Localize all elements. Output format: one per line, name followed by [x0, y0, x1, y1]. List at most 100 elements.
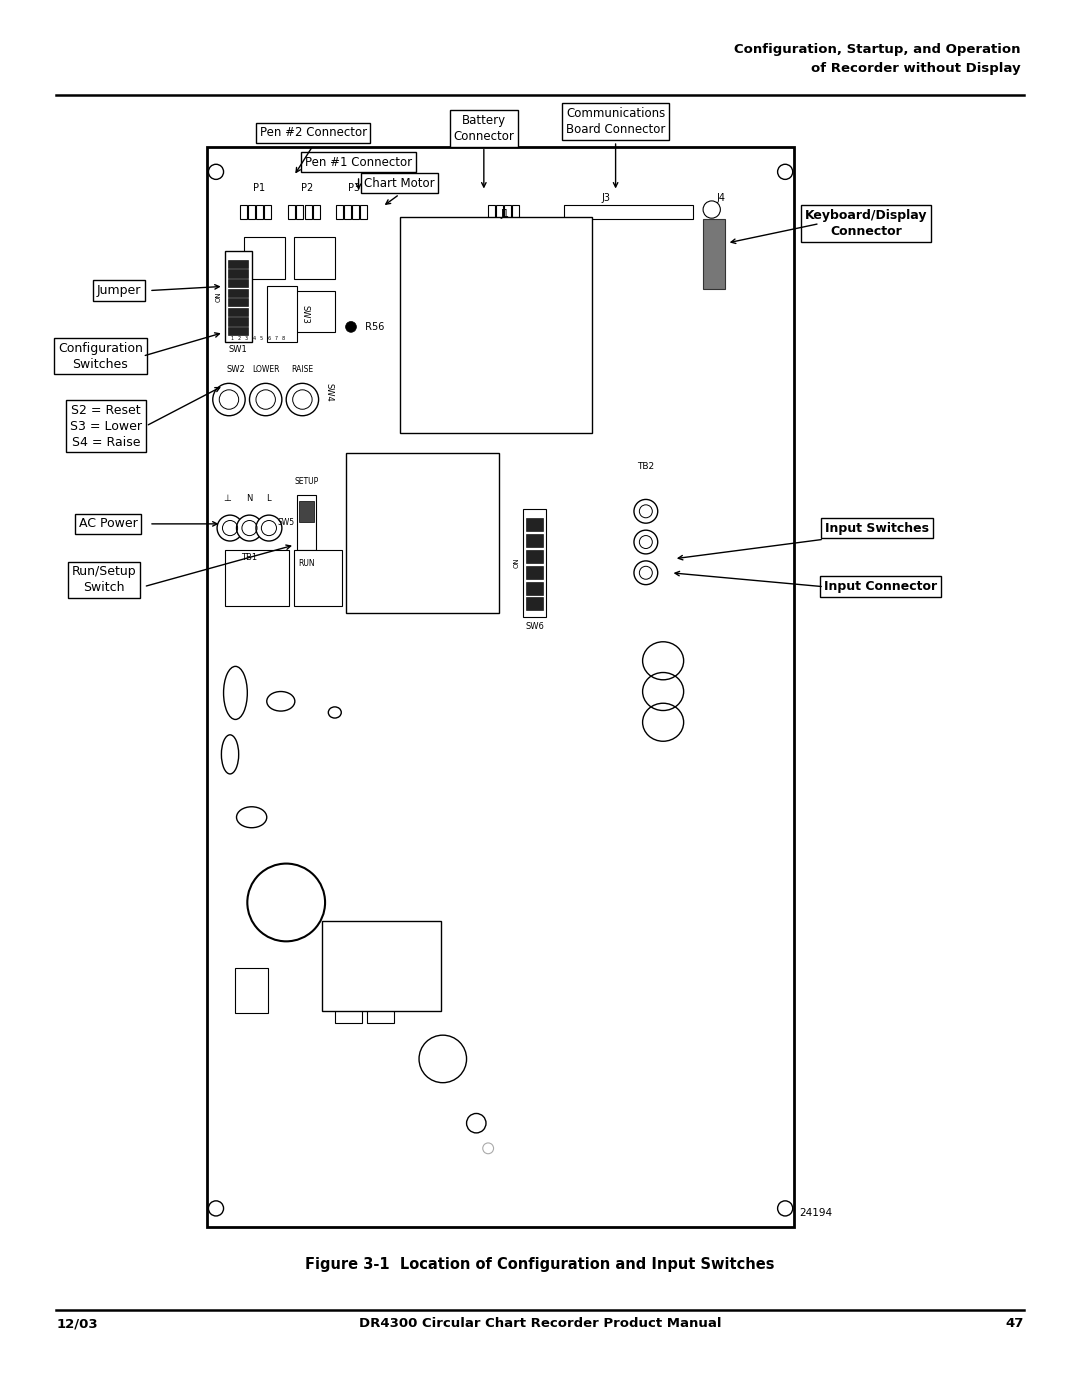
- Text: 7: 7: [274, 335, 278, 341]
- Text: 2: 2: [238, 335, 241, 341]
- Text: Keyboard/Display
Connector: Keyboard/Display Connector: [805, 210, 928, 237]
- Ellipse shape: [634, 529, 658, 555]
- Text: 12/03: 12/03: [56, 1317, 98, 1330]
- FancyBboxPatch shape: [244, 237, 285, 279]
- FancyBboxPatch shape: [346, 453, 499, 613]
- FancyBboxPatch shape: [296, 205, 303, 219]
- FancyBboxPatch shape: [488, 205, 495, 219]
- FancyBboxPatch shape: [526, 518, 543, 531]
- FancyBboxPatch shape: [526, 581, 543, 595]
- FancyBboxPatch shape: [207, 147, 794, 1227]
- FancyBboxPatch shape: [265, 205, 271, 219]
- Text: SETUP: SETUP: [295, 478, 319, 486]
- Text: DR4300 Circular Chart Recorder Product Manual: DR4300 Circular Chart Recorder Product M…: [359, 1317, 721, 1330]
- Text: P1: P1: [253, 183, 266, 193]
- Text: ON: ON: [215, 292, 221, 302]
- FancyBboxPatch shape: [256, 205, 264, 219]
- Text: 6: 6: [267, 335, 270, 341]
- FancyBboxPatch shape: [497, 205, 503, 219]
- Text: Run/Setup
Switch: Run/Setup Switch: [71, 566, 136, 594]
- Text: J4: J4: [716, 193, 725, 203]
- Text: Figure 3-1  Location of Configuration and Input Switches: Figure 3-1 Location of Configuration and…: [306, 1257, 774, 1271]
- FancyBboxPatch shape: [288, 205, 296, 219]
- Text: Chart Motor: Chart Motor: [364, 176, 435, 190]
- FancyBboxPatch shape: [228, 270, 248, 278]
- Text: RUN: RUN: [298, 559, 315, 567]
- Text: SW6: SW6: [525, 622, 544, 630]
- FancyBboxPatch shape: [228, 327, 248, 335]
- FancyBboxPatch shape: [225, 550, 289, 606]
- FancyBboxPatch shape: [513, 205, 519, 219]
- FancyBboxPatch shape: [526, 598, 543, 610]
- FancyBboxPatch shape: [228, 299, 248, 306]
- Text: P2: P2: [300, 183, 313, 193]
- FancyBboxPatch shape: [336, 205, 343, 219]
- Text: ⊥: ⊥: [222, 495, 231, 503]
- FancyBboxPatch shape: [228, 279, 248, 288]
- FancyBboxPatch shape: [225, 251, 252, 342]
- Ellipse shape: [217, 515, 243, 541]
- Text: AC Power: AC Power: [79, 517, 137, 531]
- Text: J3: J3: [602, 193, 610, 203]
- Text: Jumper: Jumper: [96, 284, 141, 298]
- Text: Configuration, Startup, and Operation: Configuration, Startup, and Operation: [734, 43, 1021, 56]
- FancyBboxPatch shape: [294, 550, 342, 606]
- Text: 4: 4: [253, 335, 256, 341]
- Text: SW5: SW5: [278, 518, 295, 527]
- Ellipse shape: [249, 383, 282, 416]
- FancyBboxPatch shape: [313, 205, 320, 219]
- FancyBboxPatch shape: [526, 566, 543, 578]
- Text: SW3: SW3: [300, 305, 309, 324]
- Text: Input Connector: Input Connector: [824, 580, 936, 594]
- FancyBboxPatch shape: [361, 205, 367, 219]
- FancyBboxPatch shape: [228, 260, 248, 268]
- FancyBboxPatch shape: [367, 997, 394, 1023]
- FancyBboxPatch shape: [523, 509, 546, 617]
- Ellipse shape: [634, 499, 658, 524]
- Text: TB2: TB2: [637, 462, 654, 471]
- Text: of Recorder without Display: of Recorder without Display: [811, 63, 1021, 75]
- Text: SW1: SW1: [229, 345, 247, 353]
- Text: 24194: 24194: [799, 1208, 833, 1218]
- Text: SW2: SW2: [227, 365, 245, 373]
- FancyBboxPatch shape: [564, 205, 693, 219]
- Text: 5: 5: [259, 335, 262, 341]
- Text: 1: 1: [230, 335, 233, 341]
- Text: SW4: SW4: [324, 383, 333, 402]
- Text: Pen #1 Connector: Pen #1 Connector: [305, 155, 413, 169]
- Text: Battery
Connector: Battery Connector: [454, 115, 514, 142]
- Text: Communications
Board Connector: Communications Board Connector: [566, 108, 665, 136]
- Text: 47: 47: [1005, 1317, 1024, 1330]
- Ellipse shape: [286, 383, 319, 416]
- FancyBboxPatch shape: [305, 205, 312, 219]
- FancyBboxPatch shape: [248, 205, 255, 219]
- Ellipse shape: [346, 321, 356, 332]
- FancyBboxPatch shape: [352, 205, 359, 219]
- FancyBboxPatch shape: [294, 291, 335, 332]
- Text: S2 = Reset
S3 = Lower
S4 = Raise: S2 = Reset S3 = Lower S4 = Raise: [70, 404, 141, 448]
- FancyBboxPatch shape: [299, 502, 314, 522]
- Ellipse shape: [237, 515, 262, 541]
- Text: J1: J1: [501, 208, 510, 218]
- FancyBboxPatch shape: [235, 968, 268, 1013]
- Text: LOWER: LOWER: [252, 365, 280, 373]
- Text: 8: 8: [282, 335, 285, 341]
- FancyBboxPatch shape: [228, 307, 248, 316]
- Text: Input Switches: Input Switches: [825, 521, 929, 535]
- FancyBboxPatch shape: [504, 205, 512, 219]
- Text: Configuration
Switches: Configuration Switches: [58, 342, 143, 370]
- FancyBboxPatch shape: [526, 534, 543, 548]
- FancyBboxPatch shape: [400, 217, 592, 433]
- FancyBboxPatch shape: [297, 495, 316, 550]
- Ellipse shape: [634, 560, 658, 585]
- FancyBboxPatch shape: [343, 205, 351, 219]
- FancyBboxPatch shape: [703, 219, 725, 289]
- Text: ON: ON: [513, 557, 519, 569]
- Text: 3: 3: [245, 335, 248, 341]
- FancyBboxPatch shape: [240, 205, 246, 219]
- FancyBboxPatch shape: [228, 317, 248, 326]
- FancyBboxPatch shape: [526, 550, 543, 563]
- Ellipse shape: [213, 383, 245, 416]
- Text: TB1: TB1: [242, 553, 257, 562]
- FancyBboxPatch shape: [294, 237, 335, 279]
